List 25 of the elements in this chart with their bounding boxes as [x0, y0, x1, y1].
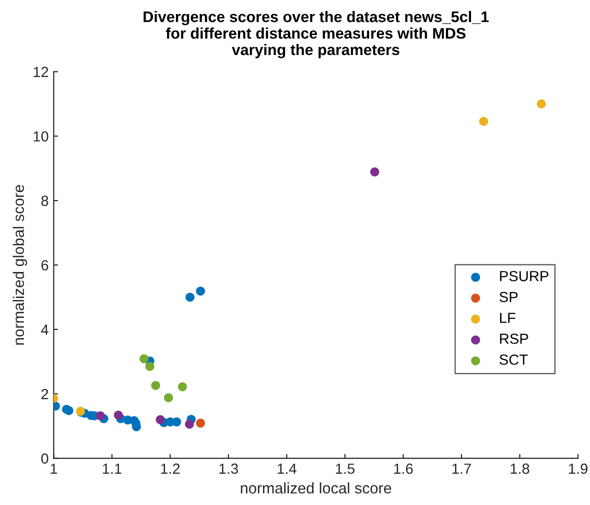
y-tick-label: 2: [41, 388, 48, 400]
x-tick-label: 1.3: [219, 464, 238, 474]
legend-label: RSP: [500, 334, 528, 344]
y-tick-label: 8: [41, 196, 48, 206]
x-axis-title: normalized local score: [240, 482, 392, 494]
y-axis-title: normalized global score: [12, 185, 28, 345]
x-tick-label: 1.7: [452, 464, 471, 474]
x-tick-label: 1.6: [394, 464, 413, 474]
x-tick-label: 1.1: [102, 464, 122, 474]
legend-label: PSURP: [500, 270, 548, 282]
x-tick-label: 1.2: [161, 464, 180, 474]
legend-label: SP: [500, 292, 518, 302]
y-tick-label: 0: [41, 453, 48, 464]
legend-label: LF: [500, 312, 516, 323]
x-tick-label: 1: [50, 464, 58, 474]
legend-label: SCT: [500, 354, 528, 365]
x-tick-label: 1.4: [278, 464, 296, 474]
y-tick-label: 12: [34, 66, 48, 77]
x-tick-label: 1.8: [510, 464, 530, 474]
x-tick-label: 1.5: [336, 464, 355, 474]
x-tick-label: 1.9: [568, 464, 588, 474]
y-tick-label: 6: [41, 260, 48, 270]
chart-title: Divergence scores over the dataset news_5cl_1 for different distance measures with MDS varying the parameters: [144, 10, 489, 58]
y-tick-label: 4: [41, 324, 48, 335]
y-tick-label: 10: [34, 131, 48, 142]
